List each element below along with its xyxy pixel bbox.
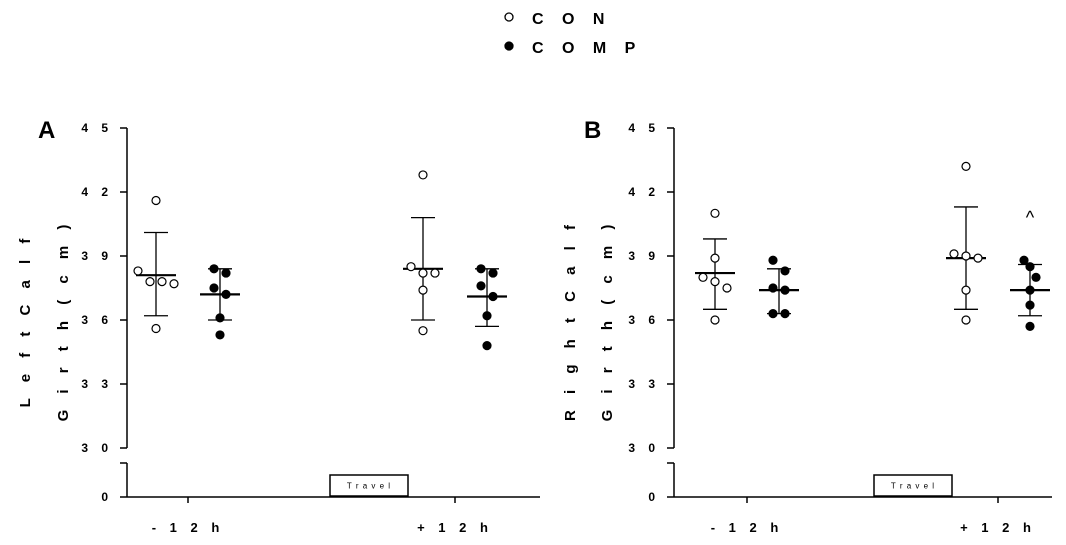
panel-letter: B [584, 117, 601, 144]
comp-point [780, 266, 790, 276]
x-tick-label: + 1 2 h [417, 520, 493, 535]
y-tick-label: 3 0 [628, 441, 660, 455]
legend-con-marker [504, 12, 514, 22]
y-tick-label: 3 3 [81, 377, 113, 391]
y-tick-label: 3 6 [628, 313, 660, 327]
comp-group [467, 264, 507, 351]
con-point [722, 283, 732, 293]
y-axis-title-line1: L e f t C a l f [17, 233, 34, 408]
con-point [710, 208, 720, 218]
con-point [406, 262, 416, 272]
comp-point [768, 255, 778, 265]
comp-point [476, 264, 486, 274]
travel-box-label: T r a v e l [891, 482, 935, 491]
comp-point [482, 311, 492, 321]
con-point [961, 161, 971, 171]
con-group [403, 170, 443, 336]
con-point [418, 326, 428, 336]
y-tick-label: 4 5 [628, 121, 660, 135]
comp-point [1019, 255, 1029, 265]
y-tick-label: 3 9 [628, 249, 660, 263]
legend-comp-label: C O M P [532, 40, 642, 57]
con-point [133, 266, 143, 276]
y-tick-label: 3 6 [81, 313, 113, 327]
comp-point [1031, 272, 1041, 282]
comp-point [1025, 262, 1035, 272]
comp-group [200, 264, 240, 340]
legend-con-label: C O N [532, 11, 611, 28]
x-tick-label: + 1 2 h [960, 520, 1036, 535]
con-point [151, 195, 161, 206]
legend-comp-marker [504, 41, 514, 51]
comp-point [476, 281, 486, 291]
comp-point [221, 268, 231, 278]
comp-group [1010, 255, 1050, 331]
y-tick-label: 4 2 [81, 185, 113, 199]
y-tick-label: 4 5 [81, 121, 113, 135]
y-axis-title-line2: G i r t h ( c m ) [55, 219, 72, 422]
con-point [961, 251, 971, 261]
con-point [710, 315, 720, 325]
y-tick-label: 3 9 [81, 249, 113, 263]
comp-point [768, 283, 778, 293]
con-point [961, 315, 971, 325]
comp-point [209, 264, 219, 274]
comp-group [759, 255, 799, 319]
comp-point [780, 285, 790, 295]
comp-point [768, 309, 778, 319]
comp-point [209, 283, 219, 293]
comp-point [780, 309, 790, 319]
con-point [418, 268, 428, 278]
panel-a: A 0 3 0 3 3 3 6 3 9 4 2 4 5 - 1 2 h + 1 2 h L e f … [17, 117, 540, 535]
comp-point [221, 289, 231, 299]
con-point [698, 272, 708, 282]
y-tick-label: 0 [101, 490, 113, 504]
comp-point [488, 268, 498, 278]
panel-letter: A [38, 117, 55, 144]
comp-point [215, 313, 225, 323]
y-tick-label: 0 [648, 490, 660, 504]
comp-point [488, 291, 498, 302]
con-point [145, 277, 155, 287]
x-tick-label: - 1 2 h [711, 520, 784, 535]
comp-point [1025, 321, 1035, 331]
panel-b: B 0 3 0 3 3 3 6 3 9 4 2 4 5 - 1 2 h + 1 2 h R i g … [562, 117, 1052, 535]
y-tick-label: 3 0 [81, 441, 113, 455]
con-point [169, 279, 179, 289]
con-point [710, 277, 720, 287]
y-tick-label: 3 3 [628, 377, 660, 391]
travel-box [329, 474, 409, 497]
travel-box-label: T r a v e l [347, 482, 391, 491]
comp-point [482, 341, 492, 351]
con-point [973, 253, 983, 263]
con-group [695, 208, 735, 325]
con-point [949, 249, 959, 259]
comp-point [1025, 285, 1035, 295]
con-point [430, 268, 440, 278]
x-tick-label: - 1 2 h [152, 520, 225, 535]
significance-mark: ^ [1026, 207, 1035, 227]
con-point [961, 285, 971, 295]
y-axis-title-line2: G i r t h ( c m ) [599, 219, 616, 422]
comp-point [215, 330, 225, 340]
con-point [151, 323, 161, 334]
con-point [418, 285, 428, 295]
travel-box [873, 474, 953, 497]
comp-point [1025, 300, 1035, 310]
con-point [418, 170, 428, 180]
con-group [133, 195, 179, 334]
y-axis-title-line1: R i g h t C a l f [562, 219, 579, 421]
legend: C O N C O M P [504, 11, 642, 57]
con-point [710, 253, 720, 263]
y-tick-label: 4 2 [628, 185, 660, 199]
con-group [946, 161, 986, 325]
con-point [157, 277, 167, 287]
